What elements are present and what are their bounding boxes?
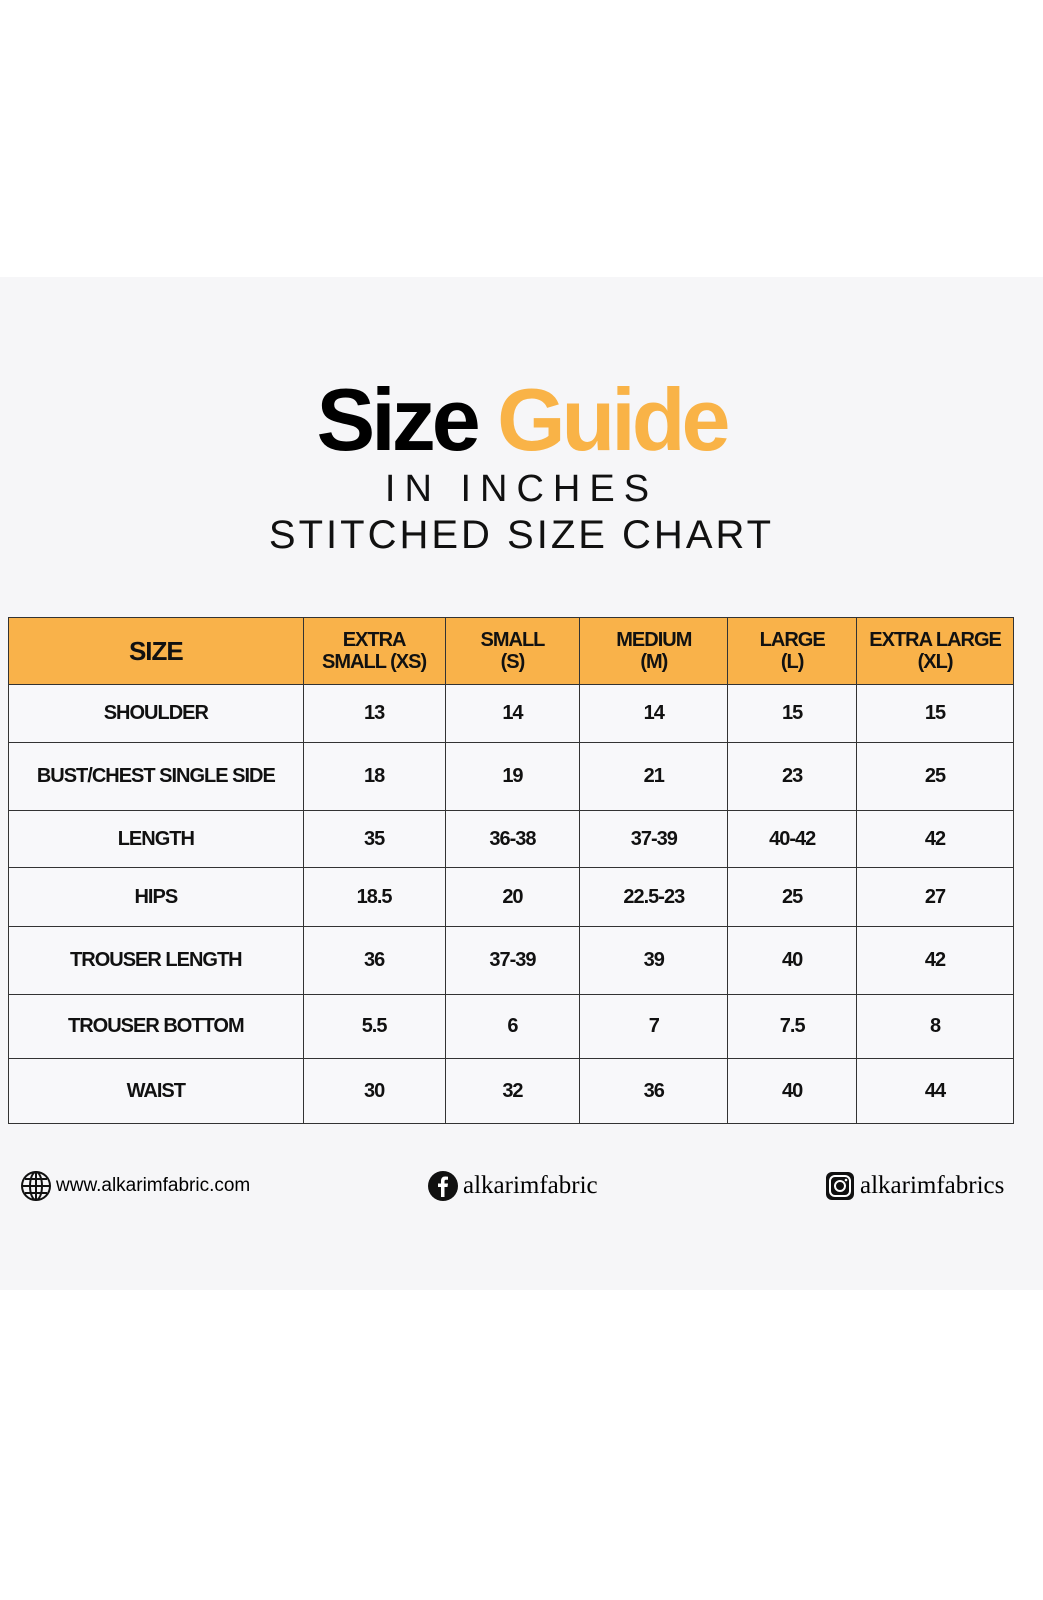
column-header: LARGE (L) [727, 617, 858, 685]
size-value: 5.5 [302, 994, 446, 1059]
size-value: 35 [302, 810, 446, 868]
measurement-label: SHOULDER [8, 684, 304, 743]
size-value: 42 [856, 926, 1014, 995]
size-value: 37-39 [444, 926, 581, 995]
size-value: 7.5 [727, 994, 858, 1059]
column-header: SMALL (S) [444, 617, 581, 685]
size-value: 25 [727, 867, 858, 927]
size-value: 36 [302, 926, 446, 995]
size-value: 25 [856, 742, 1014, 811]
globe-icon [21, 1171, 51, 1201]
table-row: HIPS 18.5 20 22.5-23 25 27 [8, 867, 1014, 927]
size-value: 15 [856, 684, 1014, 743]
table-row: BUST/CHEST SINGLE SIDE 18 19 21 23 25 [8, 742, 1014, 811]
page-title: Size Guide [316, 370, 731, 469]
column-header: EXTRA LARGE (XL) [856, 617, 1014, 685]
size-value: 22.5-23 [579, 867, 729, 927]
table-row: LENGTH 35 36-38 37-39 40-42 42 [8, 810, 1014, 868]
size-value: 30 [302, 1058, 446, 1124]
measurement-label: BUST/CHEST SINGLE SIDE [8, 742, 304, 811]
instagram-icon [826, 1172, 854, 1200]
size-value: 44 [856, 1058, 1014, 1124]
measurement-label: HIPS [8, 867, 304, 927]
subtitle-units: IN INCHES [384, 468, 659, 510]
measurement-label: WAIST [8, 1058, 304, 1124]
facebook-icon [428, 1171, 458, 1201]
table-row: WAIST 30 32 36 40 44 [8, 1058, 1014, 1124]
size-value: 19 [444, 742, 581, 811]
size-value: 23 [727, 742, 858, 811]
size-value: 15 [727, 684, 858, 743]
table-row: SHOULDER 13 14 14 15 15 [8, 684, 1014, 743]
size-value: 14 [444, 684, 581, 743]
size-value: 40 [727, 926, 858, 995]
size-value: 20 [444, 867, 581, 927]
size-value: 18 [302, 742, 446, 811]
measurement-label: TROUSER LENGTH [8, 926, 304, 995]
table-row: TROUSER BOTTOM 5.5 6 7 7.5 8 [8, 994, 1014, 1059]
size-table: SIZE EXTRA SMALL (XS) SMALL (S) MEDIUM (M) LARG… [8, 617, 1014, 1124]
column-header: MEDIUM (M) [579, 617, 729, 685]
measurement-label: LENGTH [8, 810, 304, 868]
size-value: 40-42 [727, 810, 858, 868]
size-value: 37-39 [579, 810, 729, 868]
size-value: 13 [302, 684, 446, 743]
size-value: 8 [856, 994, 1014, 1059]
size-value: 14 [579, 684, 729, 743]
website-link[interactable]: www.alkarimfabric.com [20, 1170, 250, 1202]
size-value: 6 [444, 994, 581, 1059]
size-value: 18.5 [302, 867, 446, 927]
size-value: 7 [579, 994, 729, 1059]
size-value: 27 [856, 867, 1014, 927]
size-value: 32 [444, 1058, 581, 1124]
size-value: 40 [727, 1058, 858, 1124]
facebook-link[interactable]: alkarimfabric [427, 1170, 598, 1202]
footer: www.alkarimfabric.com alkarimfabric alka… [0, 1170, 1043, 1206]
subtitle-chart: STITCHED SIZE CHART [268, 513, 775, 557]
measurement-label: TROUSER BOTTOM [8, 994, 304, 1059]
size-value: 39 [579, 926, 729, 995]
size-value: 36 [579, 1058, 729, 1124]
size-value: 21 [579, 742, 729, 811]
instagram-link[interactable]: alkarimfabrics [824, 1170, 1004, 1202]
column-header: SIZE [8, 617, 304, 685]
header-row: SIZE EXTRA SMALL (XS) SMALL (S) MEDIUM (M) LARG… [8, 617, 1014, 685]
size-value: 36-38 [444, 810, 581, 868]
size-value: 42 [856, 810, 1014, 868]
column-header: EXTRA SMALL (XS) [302, 617, 446, 685]
table-row: TROUSER LENGTH 36 37-39 39 40 42 [8, 926, 1014, 995]
